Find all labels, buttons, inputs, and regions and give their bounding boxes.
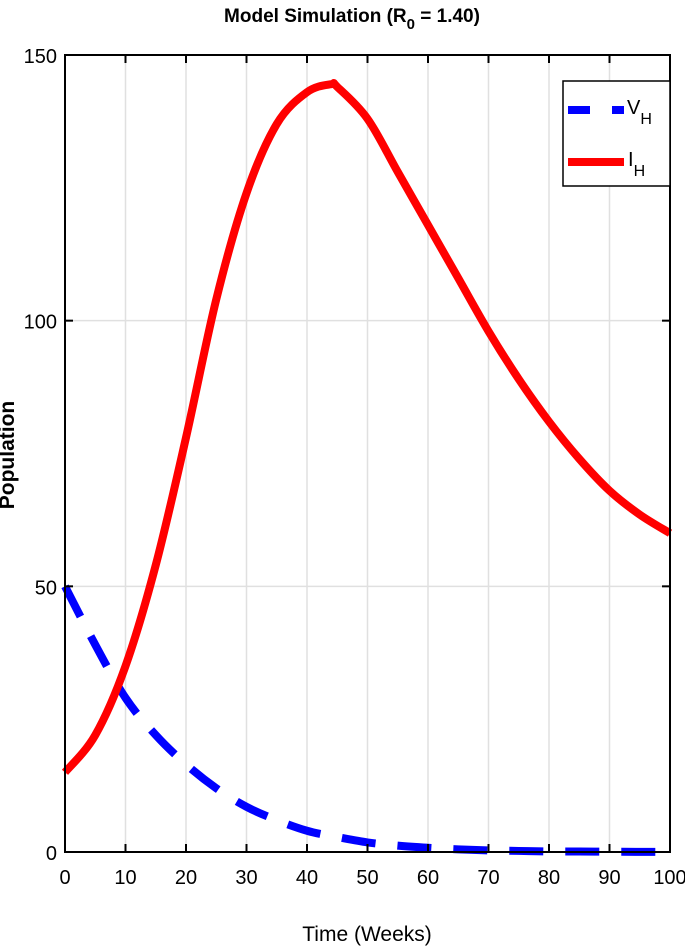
- x-tick-label: 20: [175, 867, 197, 889]
- svg-text:IH: IH: [628, 149, 645, 180]
- legend-box: [562, 80, 671, 187]
- x-tick-label: 80: [538, 867, 560, 889]
- x-tick-label: 10: [114, 867, 136, 889]
- x-tick-label: 30: [235, 867, 257, 889]
- y-tick-label: 150: [24, 46, 57, 68]
- x-tick-label: 100: [653, 867, 685, 889]
- x-tick-label: 50: [356, 867, 378, 889]
- x-tick-label: 90: [598, 867, 620, 889]
- legend-item-ih: IH: [568, 149, 645, 180]
- x-tick-label: 60: [417, 867, 439, 889]
- legend: VH IH: [562, 80, 671, 187]
- series-line-ih: [61, 79, 673, 775]
- x-axis-label: Time (Weeks): [302, 923, 432, 946]
- x-tick-label: 40: [296, 867, 318, 889]
- chart-title: Model Simulation (R0 = 1.40): [224, 6, 480, 33]
- x-tick-label: 0: [59, 867, 70, 889]
- legend-item-vh: VH: [568, 97, 652, 128]
- y-tick-label: 100: [24, 312, 57, 334]
- svg-text:VH: VH: [627, 97, 652, 128]
- plot-lines: [61, 79, 673, 856]
- x-tick-label: 70: [477, 867, 499, 889]
- svg-text:Model Simulation (R0 = 1.40): Model Simulation (R0 = 1.40): [224, 6, 480, 33]
- axis-ticks: 0 10 20 30 40 50 60 70 80 90 100 0 50 100 150: [24, 46, 685, 889]
- y-tick-label: 0: [46, 843, 57, 865]
- y-tick-label: 50: [35, 577, 57, 599]
- y-axis-label: Population: [0, 401, 19, 510]
- series-line-vh: [61, 584, 671, 856]
